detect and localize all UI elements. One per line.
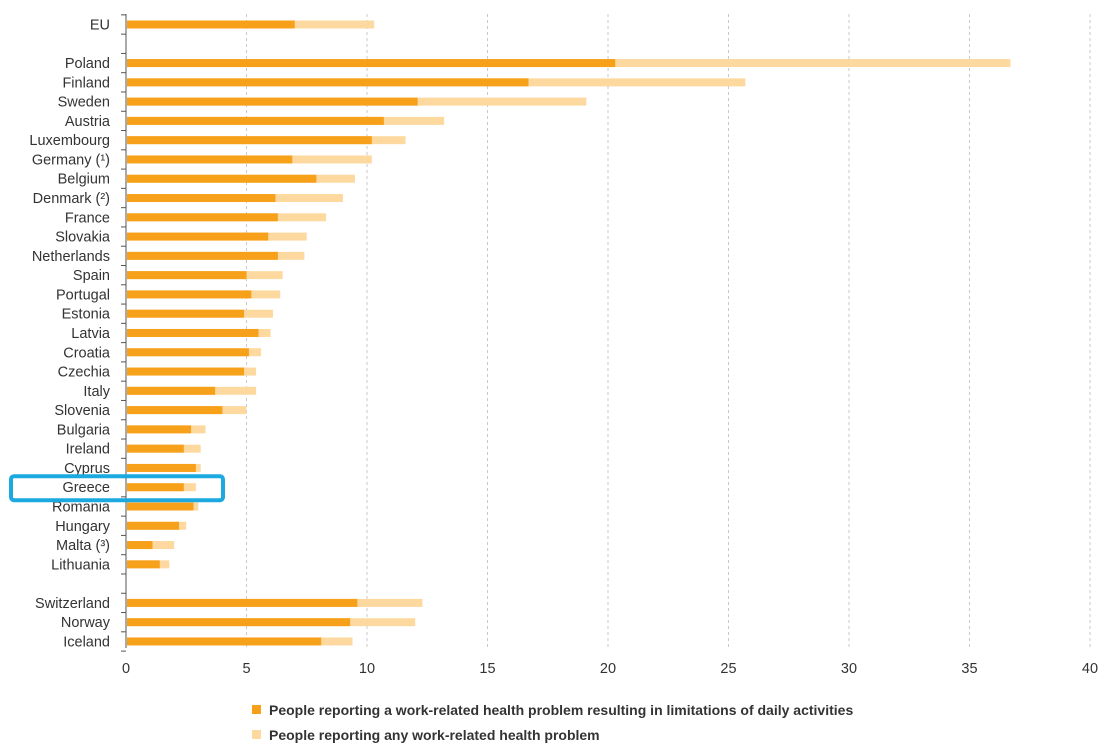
category-label-portugal: Portugal — [56, 287, 110, 303]
category-label-latvia: Latvia — [71, 326, 111, 342]
bar-limitations-iceland — [127, 637, 322, 646]
bar-limitations-hungary — [127, 521, 180, 530]
bar-limitations-slovenia — [127, 406, 223, 415]
x-tick-label-15: 15 — [479, 661, 495, 677]
x-tick-label-30: 30 — [841, 661, 857, 677]
x-tick-label-0: 0 — [122, 661, 130, 677]
category-label-greece: Greece — [62, 480, 110, 496]
category-label-sweden: Sweden — [58, 95, 110, 111]
category-label-switzerland: Switzerland — [35, 596, 110, 612]
category-label-germany: Germany (¹) — [32, 152, 110, 168]
bar-limitations-greece — [127, 483, 184, 492]
category-label-italy: Italy — [83, 384, 110, 400]
bar-limitations-belgium — [127, 174, 317, 183]
category-label-ireland: Ireland — [66, 442, 110, 458]
category-label-czechia: Czechia — [58, 365, 111, 381]
category-axis — [121, 14, 127, 652]
highlight-layer — [9, 474, 225, 503]
category-label-slovenia: Slovenia — [54, 403, 111, 419]
bar-limitations-eu — [127, 20, 295, 29]
bar-limitations-bulgaria — [127, 425, 192, 434]
bar-limitations-poland — [127, 59, 616, 68]
category-label-eu: EU — [90, 18, 110, 34]
category-label-norway: Norway — [61, 615, 111, 631]
category-label-estonia: Estonia — [62, 307, 111, 323]
bars — [127, 20, 1011, 646]
x-tick-label-25: 25 — [720, 661, 736, 677]
bar-limitations-lithuania — [127, 560, 160, 569]
category-label-spain: Spain — [73, 268, 110, 284]
x-tick-label-35: 35 — [961, 661, 977, 677]
legend-label-any-problem: People reporting any work-related health… — [269, 726, 600, 743]
bar-limitations-estonia — [127, 309, 245, 318]
category-label-romania: Romania — [52, 500, 111, 516]
bar-limitations-malta — [127, 541, 153, 550]
legend-swatch-limitations — [252, 705, 261, 714]
bar-limitations-luxembourg — [127, 136, 372, 145]
chart-plot: EU Poland Finland Sweden Austria Luxembourg Ge… — [9, 14, 1098, 677]
category-label-netherlands: Netherlands — [32, 249, 110, 265]
category-label-hungary: Hungary — [55, 519, 111, 535]
bar-limitations-germany — [127, 155, 293, 164]
legend-swatch-any-problem — [252, 730, 261, 739]
category-label-slovakia: Slovakia — [55, 230, 111, 246]
x-axis-ticks: 0 5 10 15 20 25 30 35 40 — [122, 661, 1098, 677]
category-label-croatia: Croatia — [63, 345, 111, 361]
bar-limitations-italy — [127, 386, 216, 395]
category-labels: EU Poland Finland Sweden Austria Luxembourg Ge… — [29, 18, 111, 651]
legend-item-limitations: People reporting a work-related health p… — [252, 697, 853, 722]
bar-limitations-czechia — [127, 367, 245, 376]
highlight-box-greece — [9, 474, 225, 503]
bar-limitations-cyprus — [127, 463, 196, 472]
bar-limitations-sweden — [127, 97, 418, 106]
bar-limitations-netherlands — [127, 251, 278, 260]
category-label-iceland: Iceland — [63, 634, 110, 650]
bar-limitations-denmark — [127, 194, 276, 203]
bar-limitations-romania — [127, 502, 194, 511]
category-label-cyprus: Cyprus — [64, 461, 110, 477]
category-label-lithuania: Lithuania — [51, 557, 111, 573]
x-tick-label-5: 5 — [242, 661, 250, 677]
category-label-malta: Malta (³) — [56, 538, 110, 554]
x-tick-label-10: 10 — [359, 661, 375, 677]
category-label-luxembourg: Luxembourg — [29, 133, 110, 149]
category-label-denmark: Denmark (²) — [33, 191, 110, 207]
category-label-finland: Finland — [62, 75, 110, 91]
bar-limitations-portugal — [127, 290, 252, 299]
legend-label-limitations: People reporting a work-related health p… — [269, 701, 854, 718]
bar-limitations-croatia — [127, 348, 249, 357]
grid-lines — [246, 14, 1091, 648]
bar-limitations-slovakia — [127, 232, 269, 241]
bar-limitations-france — [127, 213, 278, 222]
category-label-bulgaria: Bulgaria — [57, 422, 111, 438]
bar-limitations-ireland — [127, 444, 184, 453]
legend: People reporting a work-related health p… — [252, 697, 853, 747]
bar-limitations-norway — [127, 618, 351, 627]
bar-limitations-latvia — [127, 328, 259, 337]
category-label-belgium: Belgium — [58, 172, 110, 188]
bar-limitations-switzerland — [127, 598, 358, 607]
category-label-poland: Poland — [65, 56, 110, 72]
bar-limitations-finland — [127, 78, 529, 87]
bar-limitations-austria — [127, 116, 384, 125]
legend-item-any-problem: People reporting any work-related health… — [252, 722, 853, 747]
x-tick-label-20: 20 — [600, 661, 616, 677]
category-label-austria: Austria — [65, 114, 111, 130]
x-tick-label-40: 40 — [1082, 661, 1098, 677]
category-label-france: France — [65, 210, 110, 226]
bar-limitations-spain — [127, 271, 247, 280]
